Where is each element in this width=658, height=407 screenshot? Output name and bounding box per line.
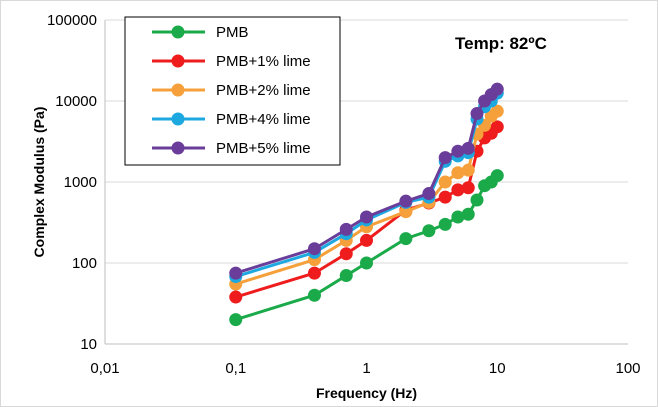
data-point bbox=[461, 207, 475, 221]
data-point bbox=[490, 104, 504, 118]
legend-label: PMB bbox=[216, 24, 249, 41]
data-point bbox=[339, 222, 353, 236]
data-point bbox=[451, 144, 465, 158]
series-5 bbox=[229, 82, 504, 280]
data-point bbox=[229, 266, 243, 280]
y-tick-label: 10 bbox=[80, 336, 97, 353]
legend-marker bbox=[171, 83, 185, 97]
y-tick-label: 100 bbox=[72, 255, 97, 272]
legend-marker bbox=[171, 25, 185, 39]
series-1 bbox=[229, 169, 504, 327]
data-point bbox=[339, 247, 353, 261]
legend-item: PMB+1% lime bbox=[152, 53, 311, 70]
legend-label: PMB+1% lime bbox=[216, 53, 311, 70]
x-axis-title: Frequency (Hz) bbox=[316, 385, 417, 401]
y-tick-label: 10000 bbox=[55, 93, 97, 110]
legend-label: PMB+4% lime bbox=[216, 111, 311, 128]
legend-marker bbox=[171, 112, 185, 126]
plot-frame bbox=[104, 20, 628, 345]
data-point bbox=[461, 141, 475, 155]
data-point bbox=[422, 187, 436, 201]
data-point bbox=[470, 193, 484, 207]
temperature-annotation: Temp: 82ºC bbox=[455, 34, 547, 53]
data-point bbox=[438, 190, 452, 204]
data-point bbox=[451, 210, 465, 224]
data-point bbox=[360, 210, 373, 224]
data-point bbox=[360, 233, 373, 247]
x-tick-label: 10 bbox=[489, 360, 506, 377]
data-point bbox=[490, 169, 504, 183]
data-point bbox=[307, 288, 321, 302]
data-point bbox=[399, 194, 413, 208]
tick-labels: 0,01 0,1 1 10 100 10 100 1000 10000 100000 bbox=[47, 12, 641, 377]
data-point bbox=[470, 107, 484, 121]
data-point bbox=[399, 232, 413, 246]
data-point bbox=[307, 242, 321, 256]
data-point bbox=[422, 224, 436, 238]
legend: PMB PMB+1% lime PMB+2% lime PMB+4% lime PMB+… bbox=[124, 16, 341, 166]
x-tick-label: 100 bbox=[615, 360, 640, 377]
legend-label: PMB+2% lime bbox=[216, 82, 311, 99]
data-point bbox=[490, 120, 504, 134]
data-point bbox=[438, 151, 452, 165]
x-tick-label: 1 bbox=[362, 360, 370, 377]
series-group bbox=[229, 82, 504, 327]
data-point bbox=[451, 183, 465, 197]
x-tick-label: 0,01 bbox=[90, 360, 119, 377]
data-point bbox=[360, 256, 373, 270]
y-axis-title: Complex Modulus (Pa) bbox=[31, 107, 47, 258]
data-point bbox=[438, 175, 452, 189]
legend-label: PMB+5% lime bbox=[216, 140, 311, 157]
data-point bbox=[229, 290, 243, 304]
y-tick-label: 1000 bbox=[64, 174, 97, 191]
data-point bbox=[307, 266, 321, 280]
data-point bbox=[399, 205, 413, 219]
data-point bbox=[461, 181, 475, 195]
x-tick-label: 0,1 bbox=[225, 360, 246, 377]
legend-item: PMB+2% lime bbox=[152, 82, 311, 99]
data-point bbox=[461, 163, 475, 177]
legend-marker bbox=[171, 141, 185, 155]
legend-item: PMB+4% lime bbox=[152, 111, 311, 128]
legend-marker bbox=[171, 54, 185, 68]
legend-item: PMB+5% lime bbox=[152, 140, 311, 157]
y-tick-label: 100000 bbox=[47, 12, 97, 29]
data-point bbox=[451, 166, 465, 180]
data-point bbox=[229, 313, 243, 327]
data-point bbox=[490, 82, 504, 96]
data-point bbox=[438, 217, 452, 231]
legend-item: PMB bbox=[152, 24, 249, 41]
data-point bbox=[339, 269, 353, 283]
